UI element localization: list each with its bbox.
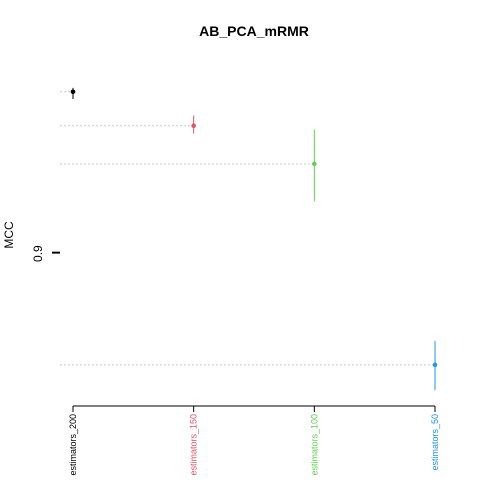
point-estimators_50 <box>432 362 438 368</box>
guide-lines <box>60 91 435 366</box>
x-tick-label-estimators_50: estimators_50 <box>430 414 440 471</box>
x-tick-label-estimators_150: estimators_150 <box>189 414 199 476</box>
chart-title: AB_PCA_mRMR <box>199 23 309 39</box>
y-axis-label: MCC <box>2 221 16 249</box>
point-estimators_100 <box>312 161 317 167</box>
x-axis: estimators_200 estimators_150 estimators_1… <box>68 405 440 476</box>
point-estimators_200 <box>70 89 76 95</box>
x-tick-label-estimators_100: estimators_100 <box>309 414 319 476</box>
data-points <box>70 87 438 391</box>
y-tick-label: 0.9 <box>31 245 45 262</box>
y-axis: 0.9 <box>31 245 60 262</box>
x-tick-label-estimators_200: estimators_200 <box>68 414 78 476</box>
point-estimators_150 <box>191 123 196 129</box>
